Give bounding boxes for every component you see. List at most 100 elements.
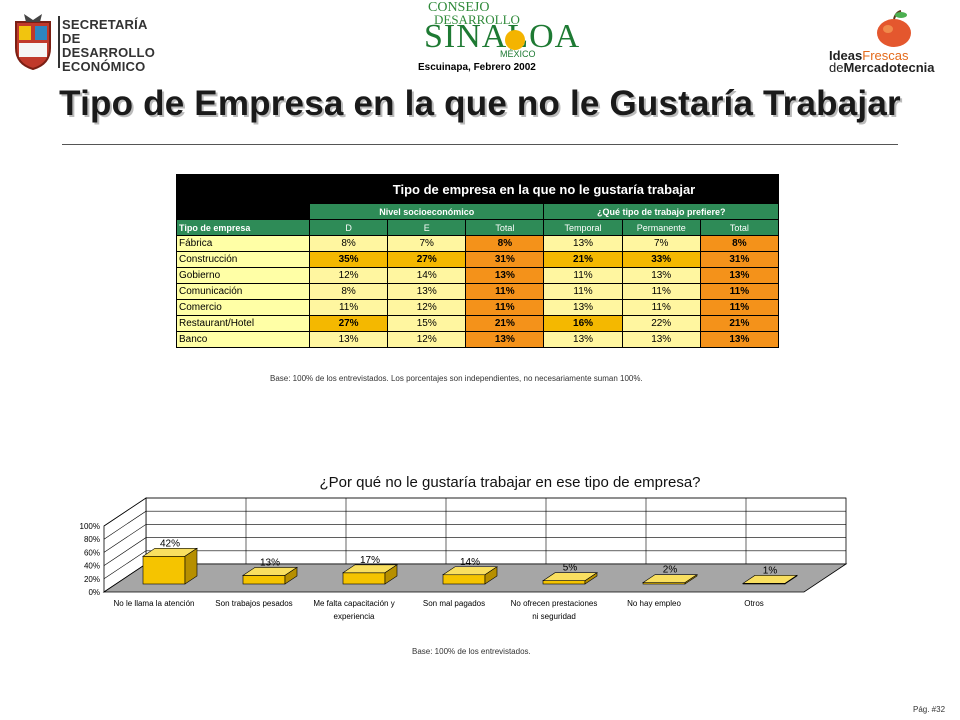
page-title: Tipo de Empresa en la que no le Gustaría… bbox=[59, 84, 901, 123]
bar-side bbox=[784, 574, 798, 585]
table-cell: 8% bbox=[699, 235, 780, 252]
bar-side bbox=[484, 566, 498, 585]
gridline bbox=[103, 537, 846, 566]
table-cell: 13% bbox=[543, 331, 623, 348]
back-wall bbox=[145, 497, 847, 565]
table-cell: 7% bbox=[387, 235, 467, 252]
table-cell: 13% bbox=[699, 331, 780, 348]
mercadotecnia-text: deMercadotecnia bbox=[829, 60, 935, 75]
data-table: Tipo de empresa en la que no le gustaría… bbox=[176, 174, 780, 348]
consejo-text: CONSEJO bbox=[428, 0, 490, 15]
row-label: Construcción bbox=[176, 251, 310, 268]
bar bbox=[442, 574, 486, 585]
table-cell: 11% bbox=[543, 267, 623, 284]
column-header: D bbox=[308, 219, 389, 236]
data-label: 42% bbox=[160, 538, 180, 549]
category-label: No hay empleo bbox=[627, 599, 681, 608]
mexico-text: MÉXICO bbox=[500, 49, 536, 59]
table-cell: 11% bbox=[699, 283, 780, 300]
group-header-socioeconomic: Nivel socioeconómico bbox=[308, 203, 545, 220]
data-label: 5% bbox=[563, 563, 578, 574]
bar bbox=[342, 572, 386, 585]
table-cell: 13% bbox=[465, 331, 545, 348]
coat-of-arms-icon bbox=[15, 14, 51, 70]
y-tick-label: 60% bbox=[84, 548, 100, 557]
gridline bbox=[103, 497, 846, 527]
table-cell: 13% bbox=[465, 267, 545, 284]
category-label: Otros bbox=[744, 599, 764, 608]
table-cell: 16% bbox=[543, 315, 623, 332]
ideas-frescas-logo: IdeasFrescas deMercadotecnia bbox=[826, 4, 956, 76]
group-header-job-type: ¿Qué tipo de trabajo prefiere? bbox=[543, 203, 779, 220]
y-tick-label: 80% bbox=[84, 535, 100, 544]
bar-side bbox=[684, 574, 698, 585]
secretaria-line-3: ECONÓMICO bbox=[62, 59, 146, 74]
table-cell: 27% bbox=[387, 251, 467, 268]
secretaria-line-1: SECRETARÍA bbox=[62, 17, 148, 32]
sun-icon bbox=[505, 30, 525, 50]
bar-side bbox=[584, 572, 598, 585]
table-cell: 21% bbox=[465, 315, 545, 332]
ideas-word: Ideas bbox=[829, 48, 863, 63]
table-cell: 13% bbox=[387, 283, 467, 300]
table-cell: 13% bbox=[621, 267, 701, 284]
table-cell: 8% bbox=[308, 283, 389, 300]
desarrollo-text: DESARROLLO bbox=[434, 12, 520, 27]
table-cell: 11% bbox=[308, 299, 389, 316]
bar bbox=[242, 575, 286, 585]
table-cell: 13% bbox=[543, 235, 623, 252]
consejo-logo: CONSEJO DESARROLLO SINALOA MÉXICO bbox=[420, 0, 579, 62]
secretaria-line-2: DE DESARROLLO bbox=[62, 31, 155, 60]
bar-side bbox=[284, 566, 298, 585]
table-cell: 21% bbox=[699, 315, 780, 332]
table-body: Fábrica 8% 7% 8% 13% 7% 8% Construcción 35% 27% 31… bbox=[176, 235, 780, 348]
category-label: experiencia bbox=[334, 612, 375, 621]
table-cell: 27% bbox=[308, 315, 389, 332]
table-cell: 12% bbox=[387, 299, 467, 316]
table-row: Construcción 35% 27% 31% 21% 33% 31% bbox=[176, 251, 780, 268]
bar-side bbox=[384, 564, 398, 585]
chart-base-note: Base: 100% de los entrevistados. bbox=[412, 647, 531, 656]
table-cell: 31% bbox=[465, 251, 545, 268]
table-row: Comercio 11% 12% 11% 13% 11% 11% bbox=[176, 299, 780, 316]
table-cell: 11% bbox=[543, 283, 623, 300]
bar bbox=[542, 580, 586, 585]
table-cell: 14% bbox=[387, 267, 467, 284]
row-header-label: Tipo de empresa bbox=[176, 219, 310, 236]
category-label: ni seguridad bbox=[532, 612, 576, 621]
gridline bbox=[103, 550, 846, 580]
table-cell: 8% bbox=[465, 235, 545, 252]
table-row: Fábrica 8% 7% 8% 13% 7% 8% bbox=[176, 235, 780, 252]
reasons-bar-chart: 0% 20% 40% 60% 80% 100% 42% No le llama la aten… bbox=[80, 497, 848, 621]
table-row: Restaurant/Hotel 27% 15% 21% 16% 22% 21% bbox=[176, 315, 780, 332]
chart-title: ¿Por qué no le gustaría trabajar en ese … bbox=[319, 474, 701, 491]
category-label: No ofrecen prestaciones bbox=[511, 599, 598, 608]
ideas-frescas-text: IdeasFrescas bbox=[829, 48, 908, 63]
y-tick-label: 100% bbox=[80, 522, 100, 531]
table-cell: 31% bbox=[699, 251, 780, 268]
table-cell: 11% bbox=[465, 299, 545, 316]
row-label: Banco bbox=[176, 331, 310, 348]
table-title: Tipo de empresa en la que no le gustaría… bbox=[309, 174, 779, 204]
de-word: de bbox=[829, 60, 844, 75]
table-cell: 13% bbox=[621, 331, 701, 348]
row-label: Comercio bbox=[176, 299, 310, 316]
y-tick-label: 0% bbox=[88, 588, 100, 597]
table-cell: 7% bbox=[621, 235, 701, 252]
data-label: 14% bbox=[460, 557, 480, 568]
column-header: Total bbox=[465, 219, 545, 236]
table-cell: 22% bbox=[621, 315, 701, 332]
column-header: Total bbox=[699, 219, 780, 236]
table-corner bbox=[176, 174, 310, 204]
secretaria-text: SECRETARÍA DE DESARROLLO ECONÓMICO bbox=[62, 18, 170, 74]
mercadotecnia-word: Mercadotecnia bbox=[843, 60, 935, 75]
table-cell: 15% bbox=[387, 315, 467, 332]
gridline bbox=[103, 510, 846, 540]
data-label: 17% bbox=[360, 555, 380, 566]
row-label: Fábrica bbox=[176, 235, 310, 252]
category-label: No le llama la atención bbox=[114, 599, 195, 608]
column-header: Temporal bbox=[543, 219, 623, 236]
company-type-table: Tipo de empresa en la que no le gustaría… bbox=[176, 174, 780, 348]
table-cell: 13% bbox=[308, 331, 389, 348]
table-cell: 33% bbox=[621, 251, 701, 268]
